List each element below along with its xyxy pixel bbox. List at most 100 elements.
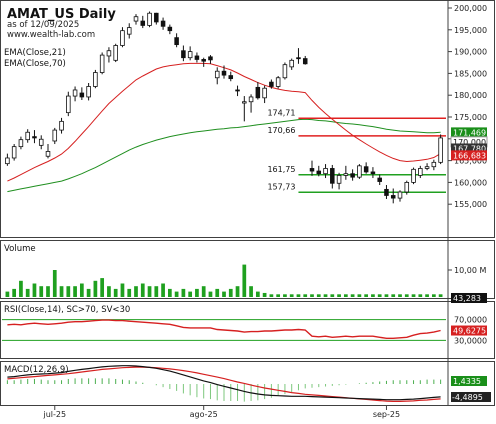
volume-bar [93, 280, 98, 297]
candle-body [45, 151, 51, 157]
candle-body [5, 157, 10, 165]
volume-bar [262, 292, 267, 297]
volume-tick-label: 10,00 M [454, 266, 486, 275]
volume-bar [296, 294, 301, 297]
candle-body [147, 12, 152, 26]
candle-body [79, 92, 85, 98]
volume-bar [364, 294, 369, 297]
volume-bar [154, 286, 159, 297]
volume-bar [235, 286, 240, 297]
volume-bar [330, 294, 335, 297]
volume-bar [276, 294, 281, 297]
rsi-panel-frame [0, 301, 495, 359]
volume-bar [357, 294, 362, 297]
volume-bar [316, 294, 321, 297]
candle-body [194, 55, 200, 60]
volume-bar [310, 294, 314, 297]
macd-panel-frame [0, 361, 495, 406]
volume-bar [107, 286, 111, 297]
candle-body [126, 27, 132, 35]
candle-body [86, 86, 91, 98]
candle-body [336, 175, 342, 184]
volume-bar [86, 288, 91, 297]
candle-body [133, 16, 139, 22]
level-label: 161,75 [267, 165, 295, 174]
candle-body [377, 177, 382, 182]
volume-bar [391, 294, 396, 297]
volume-bar [181, 288, 186, 297]
volume-bar [371, 294, 375, 297]
candle-body [66, 95, 71, 114]
x-axis: jul-25 ago-25 sep-25 [42, 406, 400, 419]
volume-bar [52, 270, 57, 297]
candle-body [262, 87, 267, 99]
volume-bar [120, 283, 125, 297]
volume-last-tag [451, 293, 487, 303]
rsi-last-tag [451, 325, 487, 336]
volume-bar [438, 294, 443, 297]
last-value-text: 167,780 [453, 144, 486, 153]
candle-body [363, 166, 369, 173]
volume-panel-frame [0, 240, 495, 299]
volume-bar [127, 288, 132, 297]
volume-bar [404, 294, 409, 297]
volume-panel: 10,00 M 43,283 [5, 264, 487, 303]
candle-body [140, 20, 146, 26]
macd-signal-tag [451, 392, 491, 402]
symbol-title: AMAT_US Daily [7, 7, 116, 22]
candle-body [154, 12, 159, 23]
candle-body [106, 50, 112, 57]
candle-body [228, 75, 234, 80]
candle-body [316, 170, 322, 175]
volume-bar [337, 294, 341, 297]
volume-bar [269, 294, 274, 297]
candle-body [411, 168, 416, 183]
volume-bar [411, 294, 416, 297]
volume-bar [249, 286, 253, 297]
macd-title: MACD(12,26,9) [4, 365, 69, 375]
candle-body [289, 59, 294, 68]
volume-bar [289, 294, 294, 297]
volume-bar [201, 286, 206, 297]
candle-body [167, 26, 173, 32]
candle-body [18, 139, 24, 148]
price-tick-label: 175,000 [454, 113, 487, 122]
candle-body [390, 195, 396, 199]
candle-body [208, 56, 213, 61]
volume-bar [384, 294, 389, 297]
volume-bar [215, 288, 220, 297]
volume-bar [228, 288, 233, 297]
level-label: 170,66 [267, 126, 295, 135]
volume-bar [147, 286, 152, 297]
candle-body [235, 89, 240, 92]
volume-bar [113, 288, 118, 297]
candle-body [99, 54, 105, 73]
last-value-text: 166,683 [453, 151, 486, 160]
price-tick-label: 200,000 [454, 4, 487, 13]
candle-body [418, 168, 423, 176]
price-tick-label: 190,000 [454, 48, 487, 57]
candle-body [323, 168, 328, 175]
price-tick-label: 165,000 [454, 157, 487, 166]
rsi-tick-label: 70,0000 [454, 316, 487, 325]
volume-bar [398, 294, 402, 297]
candle-body [248, 96, 254, 103]
candle-body [93, 72, 98, 87]
candle-body [424, 166, 430, 169]
rsi-last-text: 49,6275 [453, 327, 486, 336]
volume-last-text: 43,283 [453, 294, 481, 303]
price-tick-label: 180,000 [454, 91, 487, 100]
macd-last-text: 1,4335 [453, 377, 481, 386]
candle-body [431, 161, 437, 168]
volume-title: Volume [4, 244, 36, 254]
volume-bar [195, 288, 199, 297]
candle-body [275, 77, 281, 87]
candle-body [187, 51, 193, 59]
candle-body [397, 191, 403, 199]
candle-body [370, 171, 376, 175]
candle-body [160, 20, 166, 27]
volume-bar [59, 286, 64, 297]
candle-body [296, 57, 301, 60]
